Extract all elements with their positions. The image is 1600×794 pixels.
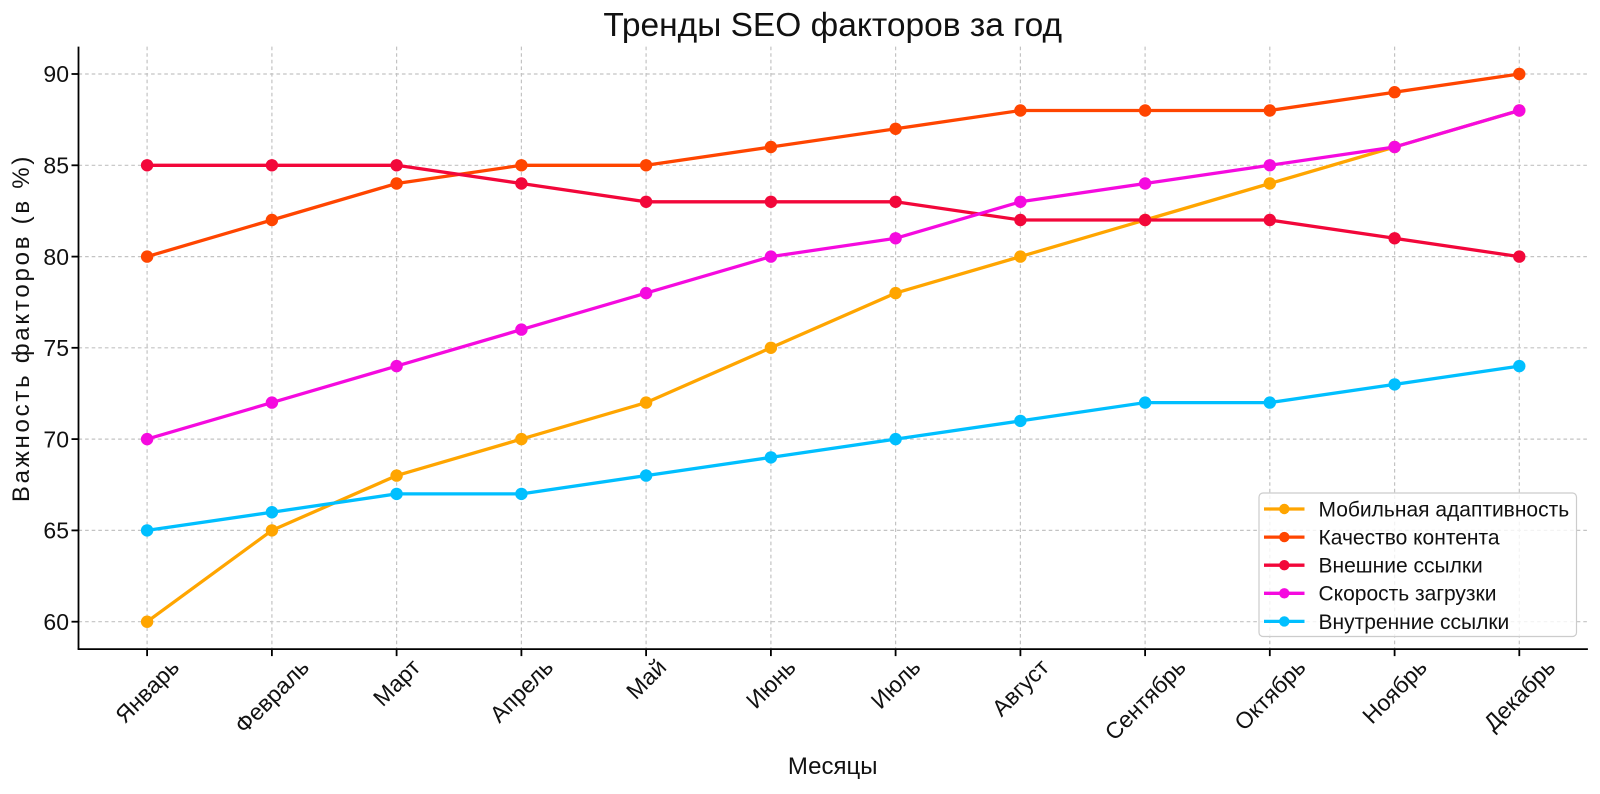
svg-text:80: 80	[43, 244, 69, 270]
svg-text:Важность факторов (в %): Важность факторов (в %)	[8, 154, 35, 502]
svg-text:Качество контента: Качество контента	[1319, 527, 1500, 550]
svg-text:Скорость загрузки: Скорость загрузки	[1319, 583, 1497, 606]
svg-text:85: 85	[43, 153, 69, 179]
svg-text:Месяцы: Месяцы	[788, 753, 878, 780]
svg-text:Тренды SEO факторов за год: Тренды SEO факторов за год	[603, 7, 1062, 44]
svg-text:Внешние ссылки: Внешние ссылки	[1319, 555, 1483, 578]
svg-text:60: 60	[43, 609, 69, 635]
svg-text:75: 75	[43, 335, 69, 361]
svg-text:Внутренние ссылки: Внутренние ссылки	[1319, 611, 1510, 634]
svg-text:90: 90	[43, 61, 69, 87]
svg-text:70: 70	[43, 426, 69, 452]
svg-text:Мобильная адаптивность: Мобильная адаптивность	[1319, 498, 1570, 521]
svg-text:65: 65	[43, 518, 69, 544]
